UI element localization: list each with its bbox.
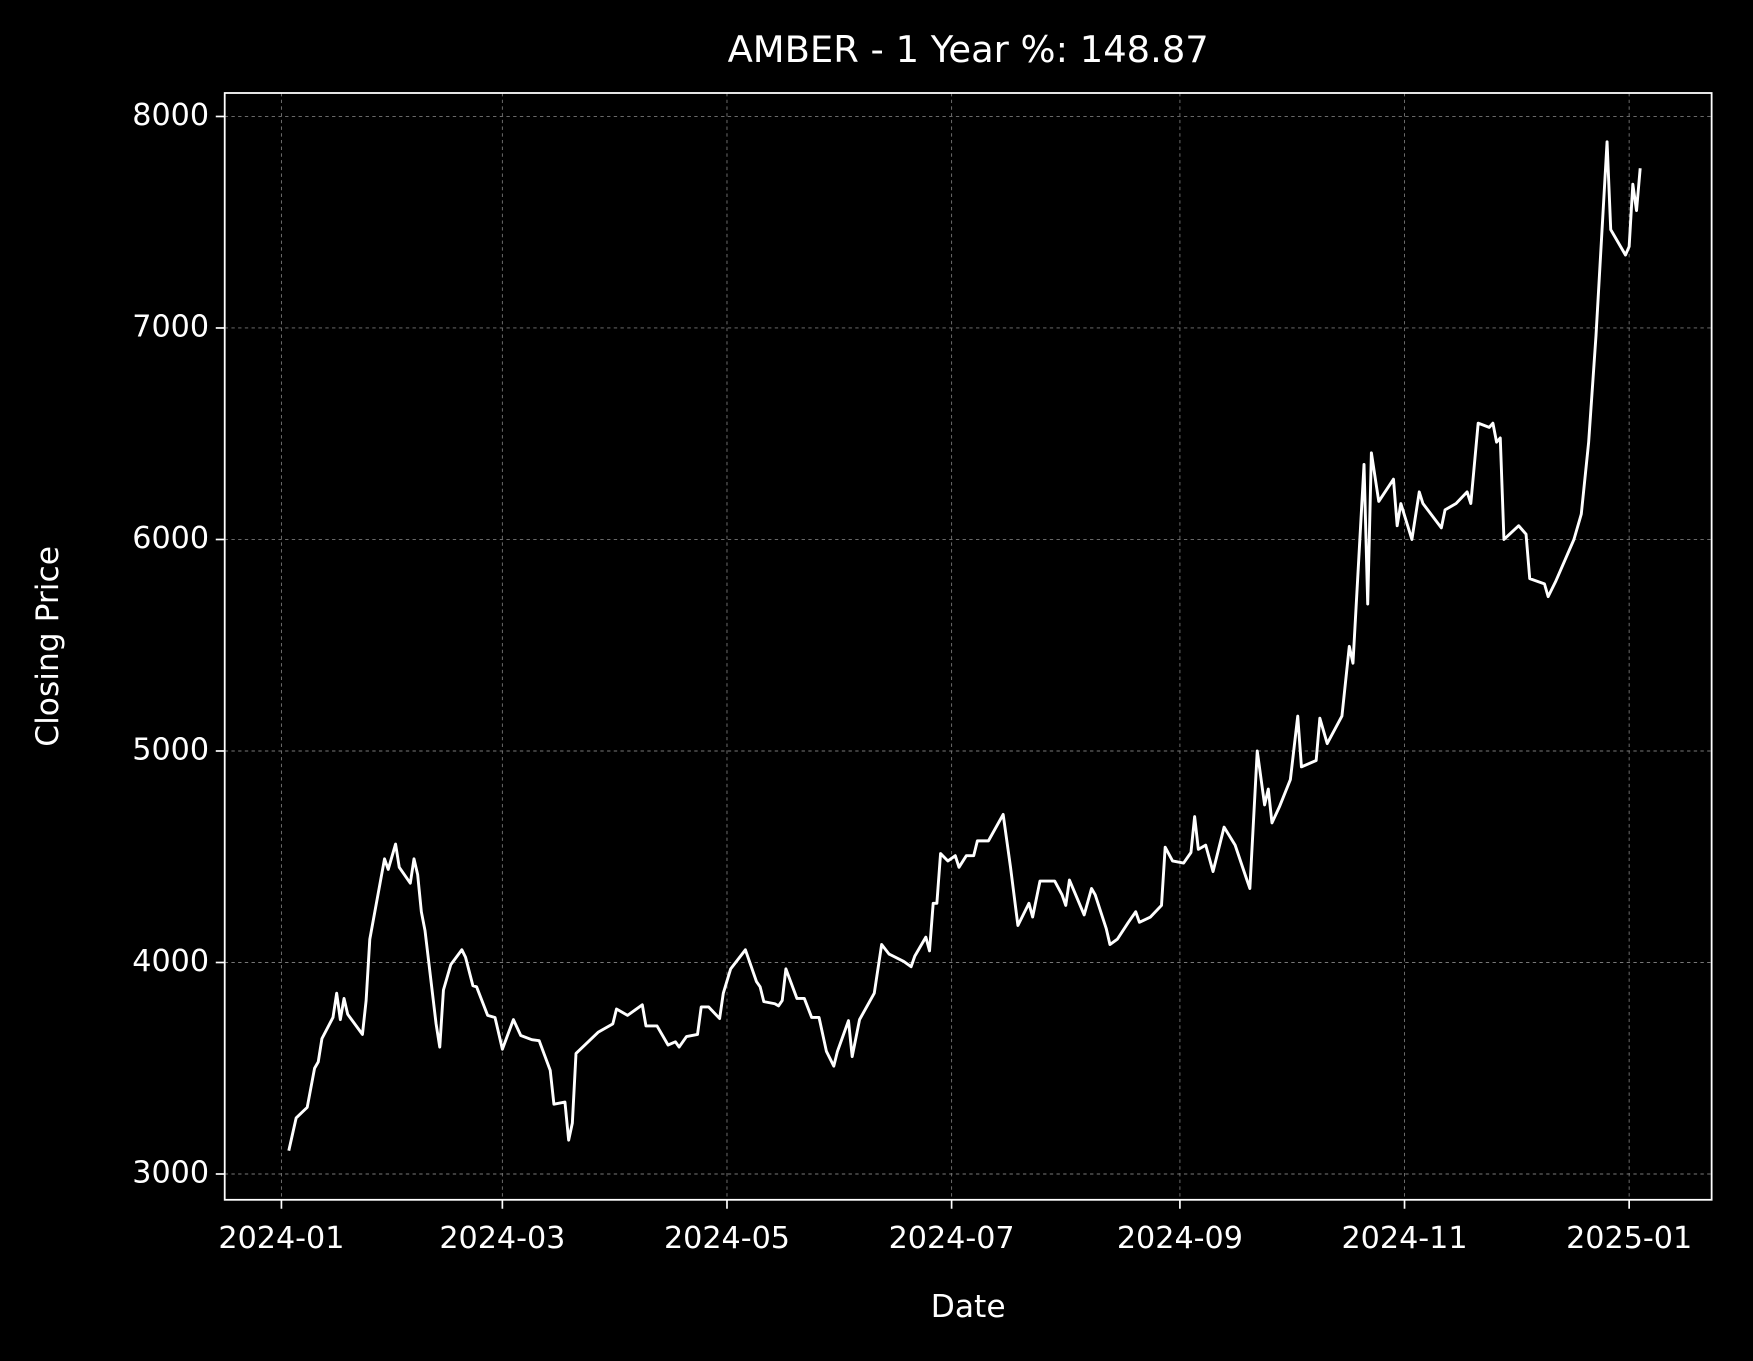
y-tick-label: 8000 bbox=[132, 98, 209, 133]
y-tick-label: 6000 bbox=[132, 521, 209, 556]
price-line bbox=[287, 140, 1642, 1152]
x-tick-label: 2024-01 bbox=[218, 1221, 344, 1256]
y-tick-label: 5000 bbox=[132, 732, 209, 767]
x-axis-label: Date bbox=[931, 1289, 1006, 1325]
x-tick-label: 2024-05 bbox=[664, 1221, 790, 1256]
y-tick-label: 4000 bbox=[132, 944, 209, 979]
y-axis-label: Closing Price bbox=[30, 546, 66, 747]
x-tick-label: 2024-03 bbox=[439, 1221, 565, 1256]
x-tick-label: 2025-01 bbox=[1566, 1221, 1692, 1256]
chart-title: AMBER - 1 Year %: 148.87 bbox=[728, 28, 1209, 71]
y-tick-label: 7000 bbox=[132, 309, 209, 344]
y-tick-label: 3000 bbox=[132, 1156, 209, 1191]
x-tick-label: 2024-09 bbox=[1117, 1221, 1243, 1256]
plot-frame bbox=[223, 92, 1713, 1201]
x-tick-label: 2024-07 bbox=[889, 1221, 1015, 1256]
x-tick-label: 2024-11 bbox=[1341, 1221, 1467, 1256]
